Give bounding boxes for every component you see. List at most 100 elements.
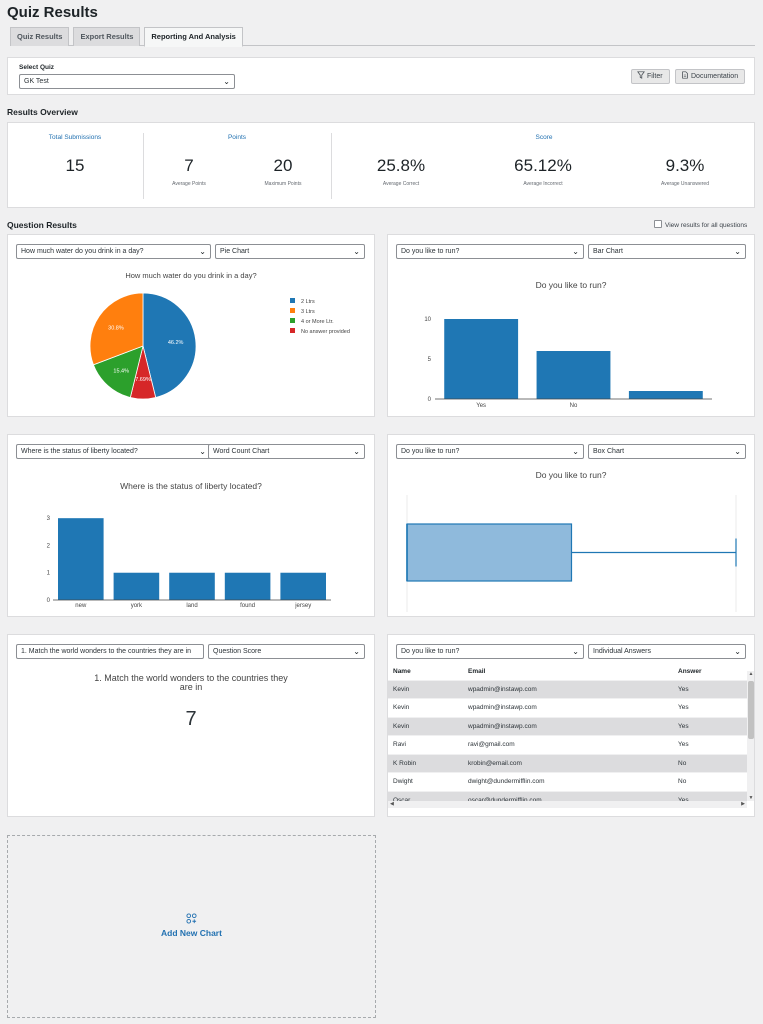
question-score-card: 1. Match the world wonders to the countr… [7,634,375,817]
chart-type-select[interactable]: Pie Chart ⌄ [215,244,365,259]
chart-type-select[interactable]: Box Chart ⌄ [588,444,746,459]
tab-quiz-results[interactable]: Quiz Results [10,27,70,46]
legend-label: 4 or More Ltr. [301,319,334,325]
scroll-left-arrow[interactable]: ◀ [390,801,394,807]
chart-title: Where is the status of liberty located? [120,481,262,491]
y-tick-label: 3 [47,516,51,522]
cell-email: wpadmin@instawp.com [463,698,673,717]
chevron-down-icon: ⌄ [353,247,360,256]
scroll-right-arrow[interactable]: ▶ [741,801,745,807]
answers-table-wrap: Name Email Answer Kevin wpadmin@instawp.c… [388,664,747,801]
view-all-toggle[interactable]: View results for all questions [654,220,747,229]
question-select-value: How much water do you drink in a day? [21,248,144,255]
bar [536,351,611,399]
add-chart-label: Add New Chart [161,928,222,938]
filter-button[interactable]: Filter [631,69,670,84]
quiz-select-value: GK Test [24,78,49,85]
table-row: K Robin krobin@email.com No [388,753,747,773]
question-select[interactable]: Where is the status of liberty located? ⌄ [16,444,211,459]
table-row: Kevin wpadmin@instawp.com Yes [388,716,747,736]
question-select[interactable]: Do you like to run? ⌄ [396,444,584,459]
chevron-down-icon: ⌄ [199,247,206,256]
cell-answer: No [673,753,747,773]
chart-title-line: 1. Match the world wonders to the countr… [94,673,288,683]
table-row: Oscar oscar@dundermifflin.com Yes [388,790,747,801]
pie-slice [89,292,144,366]
legend-item[interactable]: 4 or More Ltr. [290,318,350,328]
cell-email: wpadmin@instawp.com [463,716,673,736]
chevron-down-icon: ⌄ [572,647,579,656]
average-unanswered-label: Average Unanswered [661,181,709,187]
legend-swatch [290,298,295,303]
chart-type-select-value: Bar Chart [593,248,623,255]
cell-name: Oscar [388,790,463,801]
cell-name: Kevin [388,679,463,699]
column-header-name: Name [393,668,411,676]
bar [444,319,519,399]
legend-item[interactable]: No answer provided [290,328,350,338]
chart-type-select[interactable]: Question Score ⌄ [208,644,365,659]
box-chart [406,495,737,612]
y-tick-label: 1 [47,571,51,577]
table-row: Kevin wpadmin@instawp.com Yes [388,698,747,717]
tab-bar: Quiz Results Export Results Reporting An… [10,27,755,47]
chart-title: How much water do you drink in a day? [125,271,257,280]
filter-button-label: Filter [647,73,663,80]
pie-slice-label: 46.2% [168,340,184,346]
scroll-down-arrow[interactable]: ▼ [748,795,754,801]
question-select[interactable]: 1. Match the world wonders to the countr… [16,644,204,659]
table-row: Ravi ravi@gmail.com Yes [388,735,747,754]
chart-title-line: are in [179,682,203,692]
word-count-chart: 0 1 2 3 new york land found jersey [47,516,331,609]
legend-item[interactable]: 2 Ltrs [290,298,350,308]
documentation-button[interactable]: Documentation [675,69,745,84]
tab-reporting-and-analysis[interactable]: Reporting And Analysis [144,27,243,47]
overview-divider [331,133,332,199]
question-select-value: Do you like to run? [401,248,460,255]
question-select-value: 1. Match the world wonders to the countr… [21,648,192,655]
cell-answer: Yes [673,735,747,754]
scroll-up-arrow[interactable]: ▲ [748,671,754,677]
bar [169,572,215,600]
cell-answer: Yes [673,698,747,717]
quiz-select[interactable]: GK Test ⌄ [19,74,235,89]
total-submissions-value: 15 [65,156,85,175]
chart-type-select[interactable]: Word Count Chart ⌄ [208,444,365,459]
legend-swatch [290,318,295,323]
vertical-scrollbar[interactable]: ▲ ▼ [747,671,754,801]
question-select[interactable]: How much water do you drink in a day? ⌄ [16,244,211,259]
bar-chart: 0 5 10 Yes No [424,317,712,409]
legend-item[interactable]: 3 Ltrs [290,308,350,318]
results-overview-title: Results Overview [7,107,78,117]
word-count-chart-card: Where is the status of liberty located? ⌄… [7,434,375,617]
scrollbar-thumb[interactable] [748,681,754,739]
filter-icon [637,71,645,79]
question-select[interactable]: Do you like to run? ⌄ [396,244,584,259]
bar [58,518,104,600]
chart-type-select-value: Question Score [213,648,262,655]
pie-slice-label: 30.8% [108,325,124,331]
column-header-answer: Answer [678,668,702,676]
chart-type-select[interactable]: Bar Chart ⌄ [588,244,746,259]
individual-answers-card: Do you like to run? ⌄ Individual Answers ⌄… [387,634,755,817]
pie-slice [142,292,197,398]
chevron-down-icon: ⌄ [223,77,230,86]
view-all-checkbox[interactable] [654,220,662,228]
tab-export-results[interactable]: Export Results [73,27,141,46]
average-correct-label: Average Correct [382,181,420,187]
cell-name: Kevin [388,716,463,736]
y-tick-label: 2 [47,543,51,549]
pie-legend: 2 Ltrs 3 Ltrs 4 or More Ltr. No answer p… [290,298,350,338]
cell-email: krobin@email.com [463,753,673,773]
add-new-chart-button[interactable]: Add New Chart [7,835,376,1018]
horizontal-scrollbar[interactable]: ◀ ▶ [388,801,747,808]
x-tick-label: new [75,603,87,609]
chart-type-select-value: Box Chart [593,448,625,455]
cell-email: ravi@gmail.com [463,735,673,754]
legend-swatch [290,308,295,313]
question-select[interactable]: Do you like to run? ⌄ [396,644,584,659]
chart-type-select[interactable]: Individual Answers ⌄ [588,644,746,659]
chart-title: Do you like to run? [535,470,607,480]
column-header-email: Email [468,668,486,676]
average-incorrect-label: Average Incorrect [523,181,563,187]
